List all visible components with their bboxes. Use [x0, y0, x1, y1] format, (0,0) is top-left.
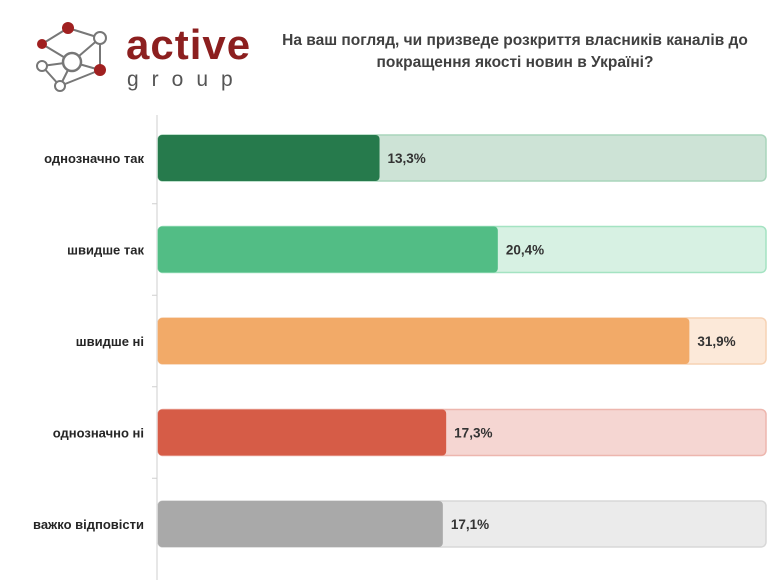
bar: [158, 501, 443, 547]
category-label: швидше ні: [76, 334, 144, 349]
chart-title: На ваш погляд, чи призведе розкриття вла…: [282, 32, 748, 71]
data-label: 13,3%: [388, 151, 426, 166]
bar: [158, 409, 447, 456]
bar: [158, 226, 498, 273]
network-logo-icon: [36, 22, 107, 92]
brand-name: active: [126, 21, 252, 68]
data-label: 20,4%: [506, 243, 544, 258]
data-label: 17,3%: [454, 426, 492, 441]
category-label: однозначно ні: [53, 426, 144, 441]
category-label: важко відповісти: [33, 517, 144, 532]
brand-subtitle: group: [127, 68, 246, 91]
brand-logo: active group: [30, 20, 270, 100]
category-label: однозначно так: [44, 151, 144, 166]
data-label: 31,9%: [697, 334, 735, 349]
bar-chart: однозначно так 13,3% швидше так 20,4% швидше…: [33, 115, 767, 580]
bar: [158, 318, 690, 364]
data-label: 17,1%: [451, 517, 489, 532]
category-label: швидше так: [67, 243, 144, 258]
bar: [158, 135, 380, 181]
